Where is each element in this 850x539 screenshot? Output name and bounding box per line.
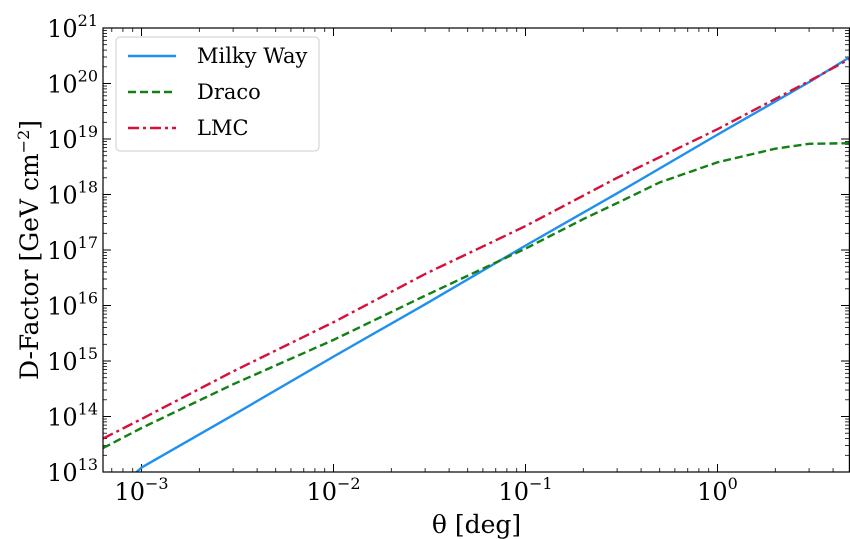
x-tick-label-exponent: −3 [145,474,169,493]
y-tick-label-exponent: 17 [78,233,98,252]
x-tick-label-base: 10 [114,478,145,506]
x-tick-label-exponent: −1 [529,474,553,493]
x-axis-title: θ [deg] [432,510,521,539]
y-tick-label: 1019 [47,122,98,154]
x-tick-label-exponent: −2 [337,474,361,493]
x-tick-label-exponent: 0 [728,474,738,493]
series-layer [103,55,850,472]
y-tick-label: 1018 [47,178,98,210]
y-tick-label-base: 10 [47,348,78,376]
y-tick-label-base: 10 [47,182,78,210]
y-axis-title: D-Factor [GeV cm−2] [14,120,45,380]
y-tick-label: 1021 [47,11,98,43]
x-tick-label: 100 [697,474,738,506]
y-tick-label-base: 10 [47,404,78,432]
y-axis-title-text: D-Factor [GeV cm [15,153,44,380]
y-tick-label-base: 10 [47,459,78,487]
series-line-milky-way [134,55,850,472]
y-tick-label-base: 10 [47,15,78,43]
y-tick-label-exponent: 13 [78,455,98,474]
y-tick-label: 1014 [47,400,98,432]
y-tick-label-exponent: 15 [78,344,98,363]
y-axis-title-exponent: −2 [14,130,33,154]
y-tick-label-exponent: 21 [78,11,98,30]
x-tick-label: 10−3 [114,474,168,506]
x-tick-label-base: 10 [498,478,529,506]
y-tick-label: 1015 [47,344,98,376]
legend-label: Draco [197,80,261,104]
y-tick-label-exponent: 19 [78,122,98,141]
y-tick-label-base: 10 [47,293,78,321]
series-line-lmc [103,57,850,440]
y-tick-label: 1020 [47,67,98,99]
x-axis-title-text: θ [deg] [432,510,521,539]
legend-box [115,36,320,152]
x-tick-label: 10−1 [498,474,552,506]
x-tick-label: 10−2 [306,474,360,506]
ticks-layer: 10131014101510161017101810191020102110−3… [47,11,849,506]
y-tick-label-exponent: 20 [78,67,98,86]
legend: Milky Way Draco LMC [115,36,320,152]
x-tick-label-base: 10 [306,478,337,506]
y-tick-label-base: 10 [47,126,78,154]
y-tick-label: 1013 [47,455,98,487]
series-line-draco [103,142,850,450]
y-tick-label: 1016 [47,289,98,321]
y-axis-title-close: ] [15,120,44,130]
y-tick-label-base: 10 [47,71,78,99]
y-tick-label-exponent: 14 [78,400,98,419]
y-tick-label: 1017 [47,233,98,265]
plot-frame [102,27,850,473]
y-tick-label-base: 10 [47,237,78,265]
legend-label: Milky Way [197,44,307,68]
legend-label: LMC [197,116,249,140]
y-tick-label-exponent: 18 [78,178,98,197]
y-tick-label-exponent: 16 [78,289,98,308]
x-tick-label-base: 10 [697,478,728,506]
